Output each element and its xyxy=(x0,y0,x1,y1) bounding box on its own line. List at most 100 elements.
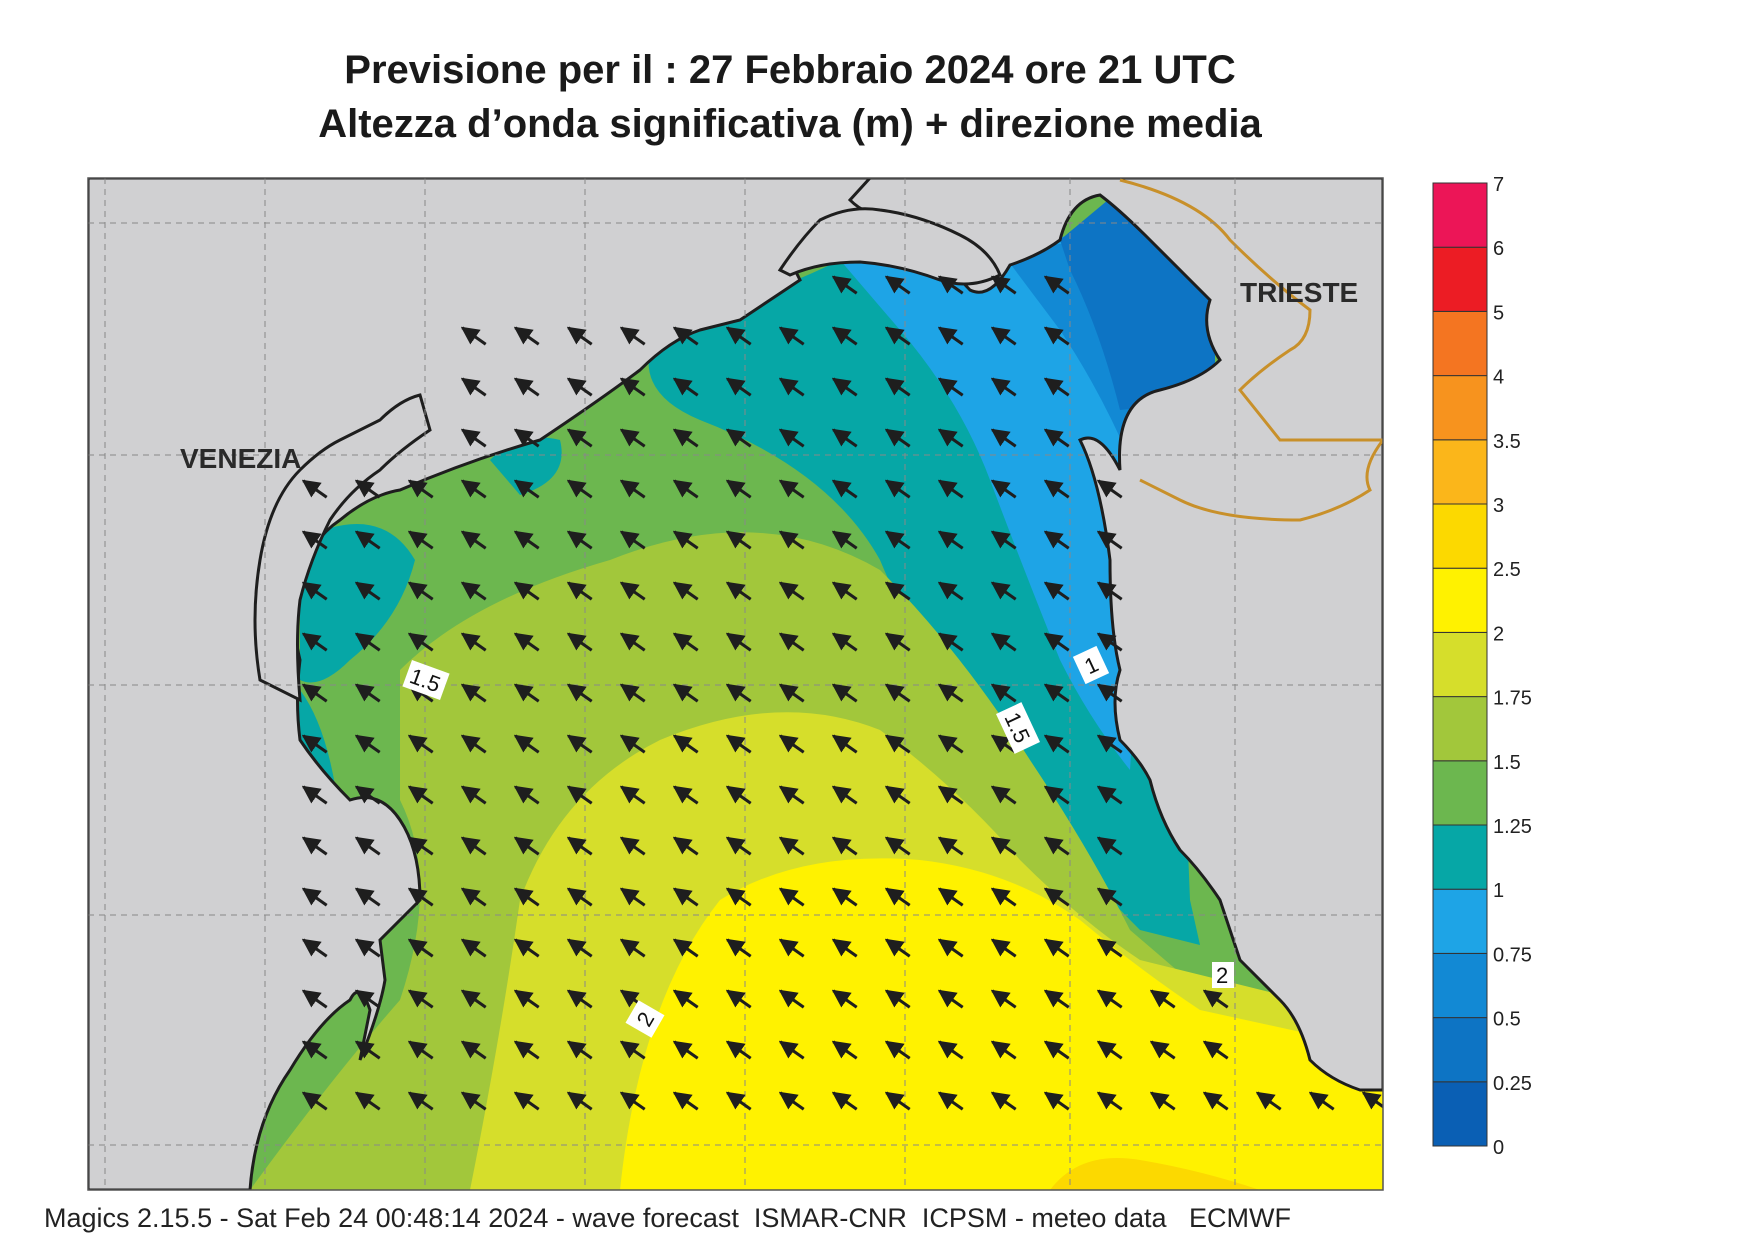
wave-arrow xyxy=(831,785,858,805)
wave-arrow xyxy=(460,989,487,1009)
wave-arrow xyxy=(1043,785,1070,805)
contour-label-2-east: 2 xyxy=(1216,963,1228,988)
wave-arrow xyxy=(566,836,593,856)
wave-arrow xyxy=(672,581,699,601)
wave-arrow xyxy=(301,734,328,754)
legend-swatch xyxy=(1432,567,1488,633)
wave-arrow xyxy=(566,887,593,907)
wave-arrow xyxy=(1043,581,1070,601)
wave-arrow xyxy=(831,479,858,499)
wave-arrow xyxy=(566,530,593,550)
wave-arrow xyxy=(937,989,964,1009)
wave-arrow xyxy=(513,1091,540,1111)
color-legend: 0 0.25 0.5 0.75 1 1.25 1.5 1.75 2 2.5 3 3.5 4 5 6 7 xyxy=(1432,174,1532,1159)
legend-swatch xyxy=(1432,952,1488,1019)
wave-arrow xyxy=(1096,1040,1123,1060)
wave-arrow xyxy=(672,326,699,346)
legend-swatch xyxy=(1432,760,1488,826)
wave-arrow xyxy=(407,836,434,856)
wave-arrow xyxy=(301,887,328,907)
wave-arrow xyxy=(619,377,646,397)
wave-arrow xyxy=(354,479,381,499)
wave-arrow xyxy=(884,581,911,601)
wave-arrow xyxy=(407,938,434,958)
wave-arrow xyxy=(1043,275,1070,295)
wave-arrow xyxy=(619,581,646,601)
legend-swatch xyxy=(1432,824,1488,890)
wave-arrow xyxy=(1043,377,1070,397)
wave-arrow xyxy=(619,632,646,652)
legend-swatch xyxy=(1432,503,1488,569)
wave-arrow xyxy=(884,479,911,499)
wave-arrow xyxy=(672,377,699,397)
wave-arrow xyxy=(937,581,964,601)
wave-arrow xyxy=(990,887,1017,907)
wave-arrow xyxy=(460,479,487,499)
wave-arrow xyxy=(884,683,911,703)
wave-arrow xyxy=(884,887,911,907)
wave-arrow xyxy=(513,989,540,1009)
wave-arrow xyxy=(884,326,911,346)
wave-arrow xyxy=(725,836,752,856)
legend-swatch xyxy=(1432,375,1488,441)
wave-arrow xyxy=(566,1040,593,1060)
wave-arrow xyxy=(407,581,434,601)
venice-lagoon xyxy=(253,393,432,703)
legend-swatch xyxy=(1432,310,1488,377)
wave-arrow xyxy=(354,683,381,703)
wave-arrow xyxy=(725,632,752,652)
wave-arrow xyxy=(460,683,487,703)
wave-arrow xyxy=(831,326,858,346)
wave-arrow xyxy=(672,1040,699,1060)
wave-arrow xyxy=(513,326,540,346)
wave-arrow xyxy=(831,428,858,448)
wave-arrow xyxy=(619,785,646,805)
wave-arrow xyxy=(354,1091,381,1111)
wave-arrow xyxy=(619,836,646,856)
wave-arrow xyxy=(1096,938,1123,958)
wave-arrow xyxy=(1043,1091,1070,1111)
wave-arrow xyxy=(1043,428,1070,448)
wave-arrow xyxy=(831,938,858,958)
wave-arrow xyxy=(407,1040,434,1060)
legend-swatch xyxy=(1432,1017,1488,1083)
legend-swatch xyxy=(1432,439,1488,505)
wave-arrow xyxy=(884,377,911,397)
wave-arrow xyxy=(937,326,964,346)
contour-label: 1 xyxy=(1072,645,1110,685)
wave-arrow xyxy=(1096,836,1123,856)
wave-arrow xyxy=(831,836,858,856)
wave-arrow xyxy=(301,479,328,499)
wave-arrow xyxy=(407,479,434,499)
wave-arrow xyxy=(672,683,699,703)
legend-tick-label: 0.75 xyxy=(1493,944,1532,966)
wave-arrow xyxy=(566,1091,593,1111)
wave-arrow xyxy=(460,785,487,805)
wave-arrow xyxy=(460,734,487,754)
wave-arrow xyxy=(513,734,540,754)
legend-swatch xyxy=(1432,696,1488,762)
wave-arrow xyxy=(354,785,381,805)
wave-arrow xyxy=(672,1091,699,1111)
wave-arrow xyxy=(990,479,1017,499)
wave-arrow xyxy=(566,938,593,958)
wave-arrow xyxy=(1308,1091,1335,1111)
wave-arrow xyxy=(725,938,752,958)
legend-tick-label: 3 xyxy=(1493,495,1504,517)
legend-tick-label: 7 xyxy=(1493,174,1504,196)
wave-arrow xyxy=(831,734,858,754)
wave-arrow xyxy=(460,887,487,907)
map-frame xyxy=(87,177,1384,1191)
wave-arrow xyxy=(725,1040,752,1060)
wave-arrow xyxy=(301,683,328,703)
wave-arrow xyxy=(831,581,858,601)
wave-arrow xyxy=(1043,632,1070,652)
wave-arrow xyxy=(831,1040,858,1060)
wave-arrow xyxy=(513,887,540,907)
wave-arrow xyxy=(566,581,593,601)
wave-arrow xyxy=(725,989,752,1009)
wave-arrow xyxy=(1043,989,1070,1009)
wave-arrow xyxy=(778,887,805,907)
legend-tick-label: 0.5 xyxy=(1493,1009,1521,1031)
wave-arrow xyxy=(884,938,911,958)
